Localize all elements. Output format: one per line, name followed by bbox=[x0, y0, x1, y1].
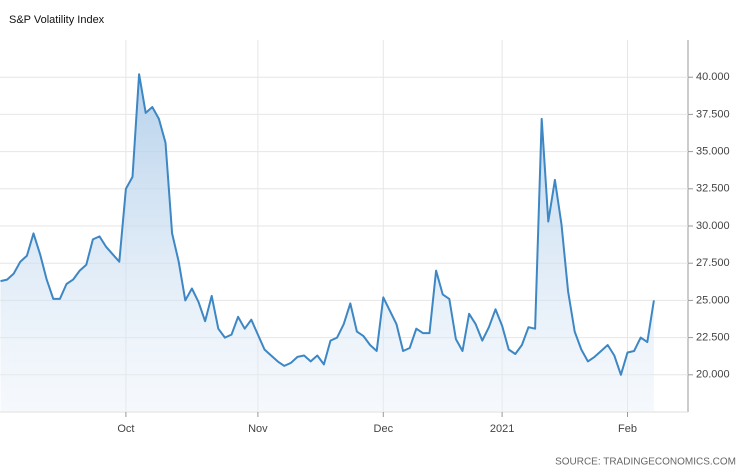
y-tick-label: 32.500 bbox=[696, 183, 730, 195]
y-tick-label: 30.000 bbox=[696, 220, 730, 232]
y-tick-label: 37.500 bbox=[696, 108, 730, 120]
area bbox=[0, 74, 654, 412]
source: SOURCE: TRADINGECONOMICS.COM bbox=[555, 457, 736, 468]
y-tick-label: 25.000 bbox=[696, 294, 730, 306]
x-tick-label: Dec bbox=[374, 423, 394, 435]
line bbox=[0, 73, 655, 376]
x-tick-label: Feb bbox=[618, 423, 637, 435]
x-tick-label: 2021 bbox=[490, 423, 514, 435]
y-tick-label: 22.500 bbox=[696, 332, 730, 344]
y-tick-label: 40.000 bbox=[696, 71, 730, 83]
chart-title: S&P Volatility Index bbox=[9, 14, 105, 26]
x-tick-label: Oct bbox=[117, 423, 134, 435]
x-tick-label: Nov bbox=[248, 423, 268, 435]
y-tick-label: 20.000 bbox=[696, 369, 730, 381]
y-tick-label: 35.000 bbox=[696, 146, 730, 158]
y-tick-label: 27.500 bbox=[696, 257, 730, 269]
